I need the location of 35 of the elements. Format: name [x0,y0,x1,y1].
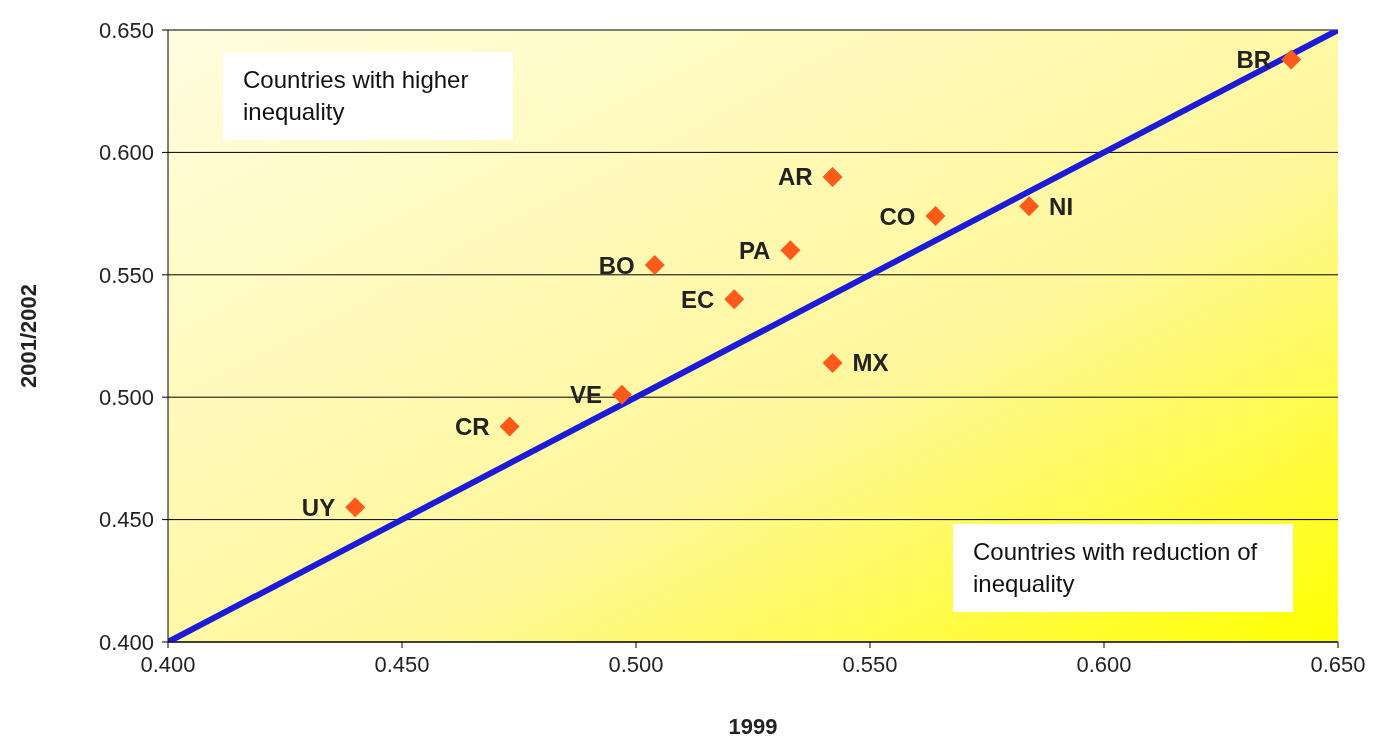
text-box: Countries with reduction of inequality [953,524,1293,612]
annotation: NI [1049,192,1074,220]
y-tick-label: 0.600 [98,140,154,166]
annotation: UY [301,493,336,521]
annotation: CR [454,413,490,441]
y-tick-label: 0.500 [98,385,154,411]
point [822,166,843,187]
y-axis-title: 2001/2002 [15,284,41,388]
annotation: CO [879,202,916,230]
point [644,255,665,276]
annotation: AR [777,163,813,191]
x-tick-label: 0.450 [374,651,430,677]
point [611,384,632,405]
x-tick-label: 0.500 [608,651,664,677]
x-tick-label: 0.650 [1310,651,1366,677]
x-tick-label: 0.600 [1076,651,1132,677]
annotation: EC [680,285,715,313]
point [822,352,843,373]
y-tick-label: 0.550 [98,262,154,288]
annotation: MX [852,349,889,377]
point [925,206,946,227]
annotation: BR [1236,45,1272,73]
point [1019,196,1040,217]
y-tick-label: 0.450 [98,507,154,533]
point [724,289,745,310]
point [780,240,801,261]
y-tick-label: 0.650 [98,17,154,43]
point [499,416,520,437]
x-axis-title: 1999 [728,714,778,739]
point [345,497,366,518]
text-box: Countries with higher inequality [223,52,513,140]
point [1281,49,1302,70]
x-tick-label: 0.550 [842,651,898,677]
annotation: BO [598,251,635,279]
annotation: PA [738,236,771,264]
